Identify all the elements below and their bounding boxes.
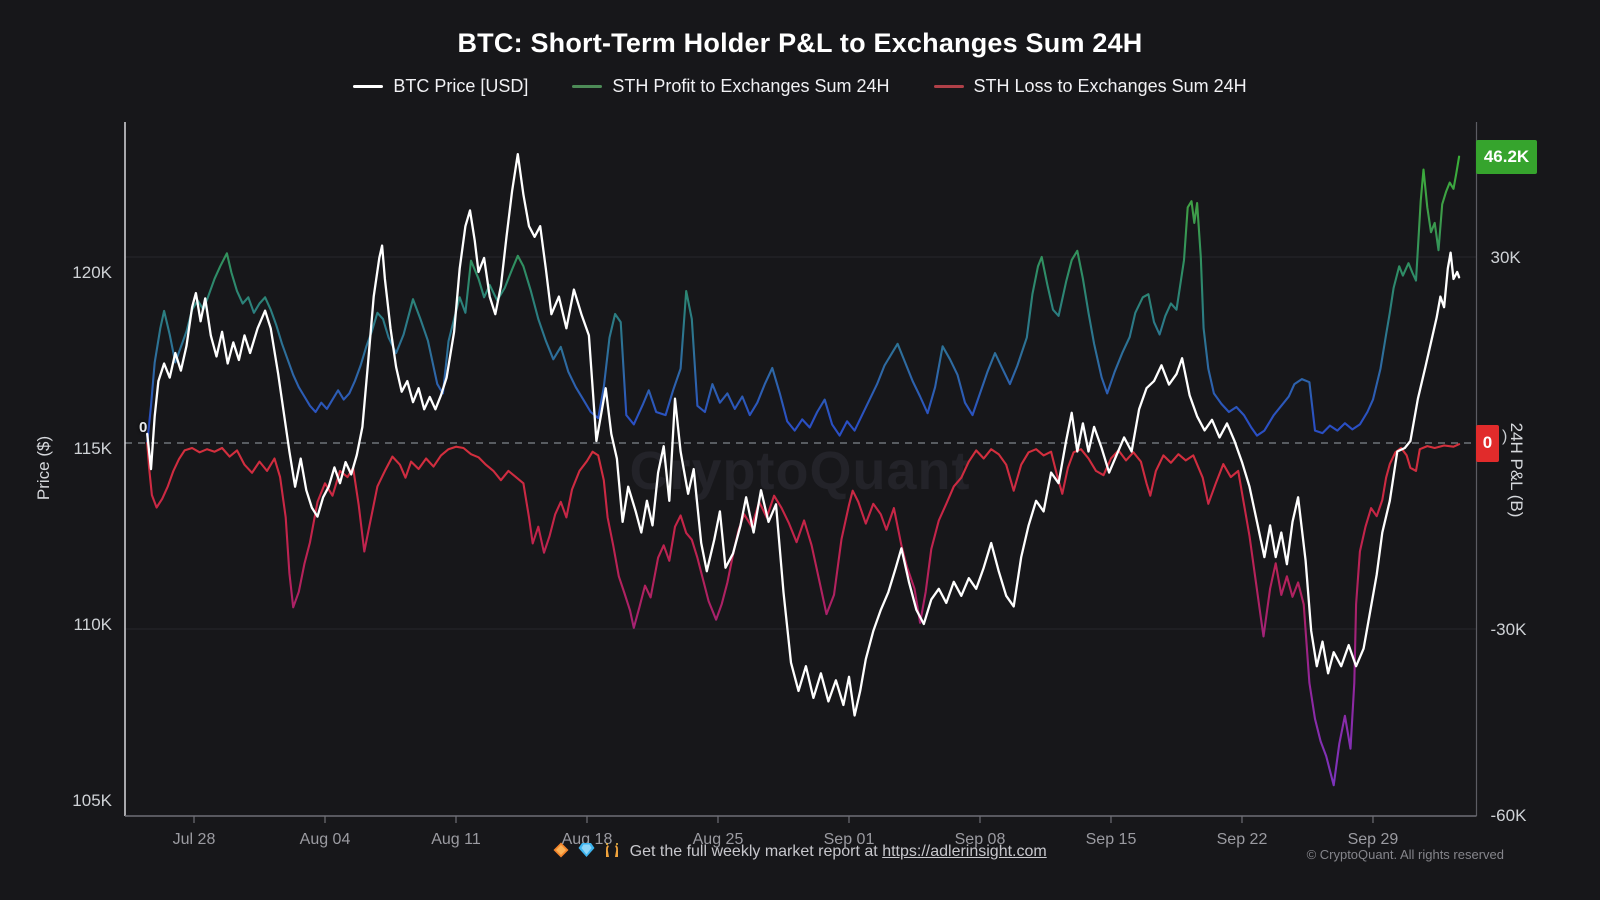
loss-line-swatch-icon [933, 85, 964, 88]
svg-text:Jul 28: Jul 28 [173, 831, 216, 848]
legend-item-profit[interactable]: STH Profit to Exchanges Sum 24H [572, 76, 890, 97]
profit-current-value-badge: 46.2K [1476, 139, 1537, 174]
legend: BTC Price [USD] STH Profit to Exchanges … [0, 76, 1600, 97]
legend-label: STH Loss to Exchanges Sum 24H [973, 76, 1247, 96]
svg-text:Sep 01: Sep 01 [824, 831, 875, 848]
svg-text:Sep 22: Sep 22 [1217, 831, 1268, 848]
svg-text:Aug 04: Aug 04 [300, 831, 351, 848]
footer-promo: Get the full weekly market report at htt… [0, 842, 1600, 863]
right-axis-title: 24H P&L (B) [1507, 422, 1526, 518]
svg-text:Sep 15: Sep 15 [1086, 831, 1137, 848]
copyright-text: © CryptoQuant. All rights reserved [1306, 847, 1504, 862]
svg-text:30K: 30K [1491, 248, 1522, 267]
svg-text:Aug 25: Aug 25 [693, 831, 744, 848]
svg-text:-30K: -30K [1491, 620, 1528, 639]
legend-item-loss[interactable]: STH Loss to Exchanges Sum 24H [933, 76, 1247, 97]
chart-title: BTC: Short-Term Holder P&L to Exchanges … [457, 28, 1143, 58]
footer-text: Get the full weekly market report at [629, 843, 883, 860]
footer-link[interactable]: https://adlerinsight.com [882, 843, 1047, 860]
legend-label: BTC Price [USD] [393, 76, 529, 96]
price-line-swatch-icon [353, 85, 384, 88]
svg-text:105K: 105K [72, 791, 112, 810]
svg-text:Sep 29: Sep 29 [1348, 831, 1399, 848]
left-axis-title: Price ($) [34, 435, 53, 501]
gem-icon [578, 842, 595, 863]
svg-text:Aug 18: Aug 18 [562, 831, 613, 848]
raising-hands-icon [603, 842, 621, 863]
svg-text:Aug 11: Aug 11 [431, 831, 481, 848]
profit-line-swatch-icon [572, 85, 603, 88]
svg-text:110K: 110K [74, 615, 113, 634]
svg-text:120K: 120K [72, 263, 112, 282]
legend-label: STH Profit to Exchanges Sum 24H [612, 76, 890, 96]
svg-text:115K: 115K [74, 439, 113, 458]
loss-current-value-badge: 0 [1476, 424, 1499, 462]
zero-tick-remnant: ) [1502, 428, 1508, 445]
orange-diamond-icon [553, 842, 569, 863]
series-start-zero-marker: 0 [139, 419, 148, 436]
svg-text:Sep 08: Sep 08 [955, 831, 1006, 848]
svg-text:-60K: -60K [1491, 806, 1528, 825]
legend-item-price[interactable]: BTC Price [USD] [353, 76, 528, 97]
